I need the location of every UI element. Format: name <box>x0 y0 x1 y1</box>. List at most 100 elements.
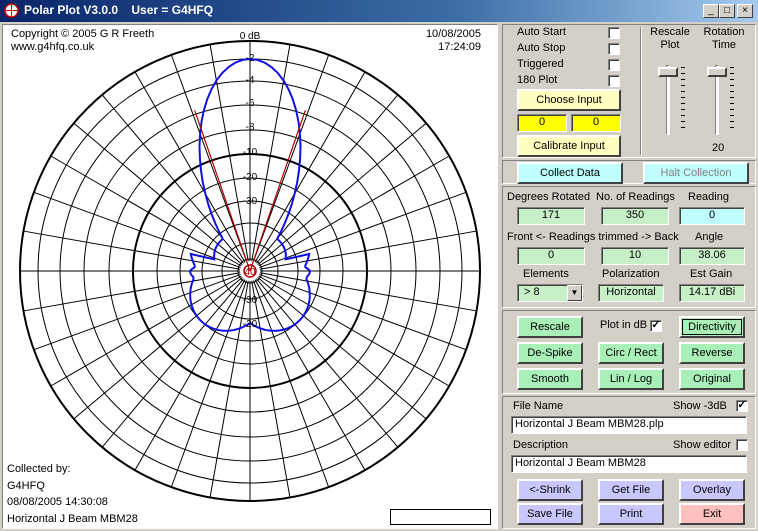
circ-rect-button[interactable]: Circ / Rect <box>598 342 664 364</box>
despike-button[interactable]: De-Spike <box>517 342 583 364</box>
polar-spoke <box>209 280 249 498</box>
window-title: Polar Plot V3.0.0 User = G4HFQ <box>24 3 214 17</box>
num-readings-value: 350 <box>601 207 669 225</box>
ring-label: -10 <box>243 147 258 158</box>
app-icon <box>4 3 19 18</box>
get-file-button[interactable]: Get File <box>598 479 664 501</box>
plot-in-db-checkbox[interactable]: ✓ <box>650 319 662 332</box>
elements-value: > 8 <box>524 286 540 298</box>
ring-label: -6 <box>246 98 255 109</box>
polar-spoke <box>73 277 243 420</box>
collector-name: G4HFQ <box>7 480 45 492</box>
choose-input-button[interactable]: Choose Input <box>517 89 621 111</box>
show-3db-checkbox[interactable]: ✓ <box>736 399 748 412</box>
halt-collection-button[interactable]: Halt Collection <box>643 162 749 184</box>
collected-datetime: 08/08/2005 14:30:08 <box>7 496 108 508</box>
ring-label: -2 <box>246 53 255 64</box>
plot-in-db-label: Plot in dB <box>600 319 648 331</box>
show-editor-checkbox[interactable] <box>736 439 748 451</box>
auto-start-checkbox[interactable] <box>608 27 620 39</box>
description-input[interactable]: Horizontal J Beam MBM28 <box>511 455 747 473</box>
exit-button[interactable]: Exit <box>679 503 745 525</box>
plot-180-checkbox[interactable] <box>608 75 620 87</box>
plot-180-label: 180 Plot <box>517 74 558 86</box>
polar-spoke <box>259 272 477 312</box>
rescale-plot-label: Rescale Plot <box>650 26 690 51</box>
polar-spoke <box>170 280 248 488</box>
polar-spoke <box>50 275 242 387</box>
ring-label: -20 <box>243 319 258 330</box>
website-text: www.g4hfq.co.uk <box>11 41 95 53</box>
description-label: Description <box>513 439 569 451</box>
file-panel: File Name Show -3dB ✓ Horizontal J Beam … <box>502 396 756 529</box>
rotation-time-value: 20 <box>712 142 725 154</box>
elements-select[interactable]: > 8 ▼ <box>517 284 583 302</box>
polar-spoke <box>50 155 242 267</box>
collection-panel: Collect Data Halt Collection <box>502 160 756 184</box>
polar-spoke <box>252 280 330 488</box>
title-bar: Polar Plot V3.0.0 User = G4HFQ _ □ × <box>0 0 758 22</box>
calibrate-input-button[interactable]: Calibrate Input <box>517 135 621 157</box>
polar-spoke <box>251 280 291 498</box>
polar-spoke <box>134 71 246 263</box>
readings-trimmed-label: Front <- Readings trimmed -> Back <box>507 231 679 243</box>
copyright-text: Copyright © 2005 G R Freeth <box>11 28 155 40</box>
original-button[interactable]: Original <box>679 368 745 390</box>
print-button[interactable]: Print <box>598 503 664 525</box>
polar-spoke <box>170 54 248 262</box>
trim-front-value: 0 <box>517 247 585 265</box>
rescale-slider-thumb[interactable] <box>658 67 678 77</box>
polar-spoke <box>259 230 477 270</box>
center-label: 40 <box>244 267 256 278</box>
collect-data-button[interactable]: Collect Data <box>517 162 623 184</box>
polar-spoke <box>258 275 450 387</box>
polar-spoke <box>33 273 241 351</box>
polar-spoke <box>258 155 450 267</box>
polar-spoke <box>256 278 399 448</box>
polar-spoke <box>252 54 330 262</box>
shrink-button[interactable]: <-Shrink <box>517 479 583 501</box>
reverse-button[interactable]: Reverse <box>679 342 745 364</box>
plot-description: Horizontal J Beam MBM28 <box>7 513 138 525</box>
rescale-slider-track[interactable] <box>666 65 670 135</box>
processing-panel: Rescale Plot in dB ✓ Directivity De-Spik… <box>502 310 756 394</box>
auto-start-label: Auto Start <box>517 26 566 38</box>
polarization-label: Polarization <box>602 268 660 280</box>
maximize-button[interactable]: □ <box>719 4 735 18</box>
polar-spoke <box>23 272 241 312</box>
plot-date: 10/08/2005 <box>425 28 481 40</box>
chevron-down-icon[interactable]: ▼ <box>567 285 582 301</box>
close-button[interactable]: × <box>737 4 753 18</box>
rescale-button[interactable]: Rescale <box>517 316 583 338</box>
rescale-slider-ticks <box>681 67 685 133</box>
degrees-rotated-value: 171 <box>517 207 585 225</box>
rotation-slider-thumb[interactable] <box>707 67 727 77</box>
triggered-label: Triggered <box>517 58 564 70</box>
angle-label: Angle <box>695 231 724 243</box>
directivity-button[interactable]: Directivity <box>679 316 745 338</box>
est-gain-label: Est Gain <box>690 268 733 280</box>
est-gain-value: 14.17 dBi <box>679 284 745 302</box>
minimize-button[interactable]: _ <box>703 4 719 18</box>
overlay-button[interactable]: Overlay <box>679 479 745 501</box>
polar-spoke <box>33 191 241 269</box>
center-marker <box>243 264 257 278</box>
lin-log-button[interactable]: Lin / Log <box>598 368 664 390</box>
input-right-value: 0 <box>571 114 621 132</box>
reading-value: 0 <box>679 207 745 225</box>
rotation-slider-track[interactable] <box>715 65 719 135</box>
smooth-button[interactable]: Smooth <box>517 368 583 390</box>
ring-label: -30 <box>243 295 258 306</box>
triggered-checkbox[interactable] <box>608 59 620 71</box>
ring-label: -30 <box>243 196 258 207</box>
file-name-input[interactable]: Horizontal J Beam MBM28.plp <box>511 416 747 434</box>
polar-spoke <box>134 279 246 471</box>
polar-spoke <box>101 278 244 448</box>
polar-spoke <box>73 122 243 265</box>
auto-stop-checkbox[interactable] <box>608 43 620 55</box>
elements-label: Elements <box>523 268 569 280</box>
readings-panel: Degrees Rotated No. of Readings Reading … <box>502 186 756 308</box>
show-3db-label: Show -3dB <box>673 400 727 412</box>
save-file-button[interactable]: Save File <box>517 503 583 525</box>
ring-label: -20 <box>243 172 258 183</box>
